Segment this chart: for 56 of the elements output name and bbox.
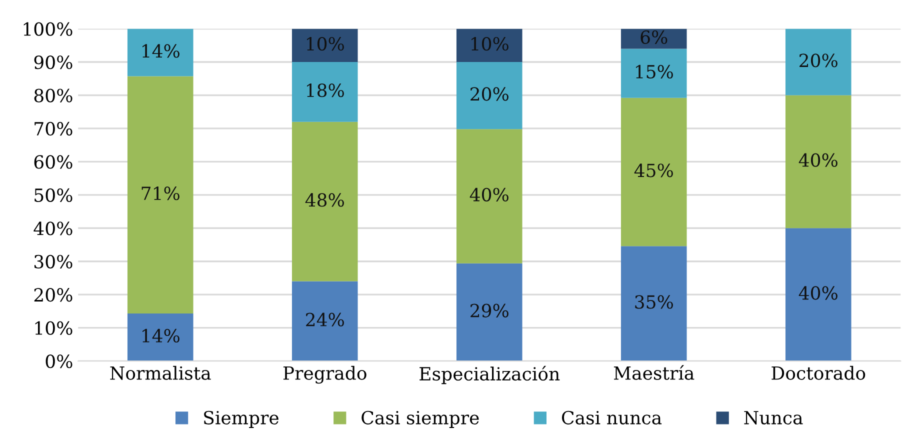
bar — [292, 122, 358, 282]
data-label: 20% — [470, 87, 508, 101]
bar — [620, 48, 687, 98]
data-label: 10% — [472, 36, 508, 51]
data-label: 45% — [634, 164, 673, 178]
data-label: 40% — [798, 153, 838, 167]
y-tick-label: 50% — [34, 188, 72, 202]
data-label: 15% — [636, 64, 673, 79]
data-label: 35% — [635, 295, 673, 309]
y-tick-label: 70% — [34, 122, 72, 136]
data-label: 71% — [142, 186, 180, 200]
data-label: 10% — [307, 36, 344, 51]
bar — [292, 281, 358, 362]
bar — [785, 95, 852, 228]
bar — [620, 246, 687, 362]
bar — [292, 28, 358, 62]
x-tick-label: Especialización — [420, 366, 560, 384]
legend-label: Nunca — [744, 411, 803, 424]
data-label: 48% — [305, 193, 344, 207]
bar — [456, 62, 522, 130]
data-label: 14% — [142, 328, 180, 343]
y-tick-label: 30% — [34, 254, 72, 268]
y-tick-label: 40% — [34, 222, 72, 236]
bar — [620, 98, 687, 246]
y-tick-label: 100% — [24, 22, 72, 36]
y-tick-label: 20% — [34, 288, 72, 302]
bar — [785, 28, 852, 96]
y-tick-label: 60% — [34, 155, 72, 169]
y-tick-label: 0% — [46, 354, 72, 368]
data-label: 40% — [470, 188, 508, 202]
y-tick-label: 10% — [35, 321, 72, 335]
data-label: 20% — [800, 54, 838, 68]
bar — [456, 28, 522, 62]
legend-label: Casi siempre — [362, 410, 479, 428]
y-tick-label: 90% — [34, 55, 72, 70]
data-label: 14% — [142, 44, 180, 58]
data-label: 18% — [307, 84, 344, 98]
legend-label: Casi nunca — [562, 410, 662, 424]
bar — [456, 129, 522, 264]
bar — [785, 228, 852, 362]
x-tick-label: Maestría — [614, 365, 694, 380]
bar — [127, 76, 194, 314]
bar — [127, 28, 194, 76]
data-label: 40% — [798, 286, 838, 300]
data-label: 24% — [306, 312, 344, 326]
data-label: 29% — [470, 304, 508, 318]
data-label: 6% — [640, 30, 668, 44]
bar — [127, 314, 194, 362]
x-tick-label: Doctorado — [772, 366, 866, 380]
legend-label: Siempre — [204, 410, 278, 428]
bar — [620, 28, 687, 49]
x-tick-label: Pregrado — [283, 366, 366, 384]
x-tick-label: Normalista — [110, 366, 211, 380]
bar — [456, 263, 522, 362]
y-tick-label: 80% — [34, 88, 72, 102]
bar — [292, 62, 358, 122]
